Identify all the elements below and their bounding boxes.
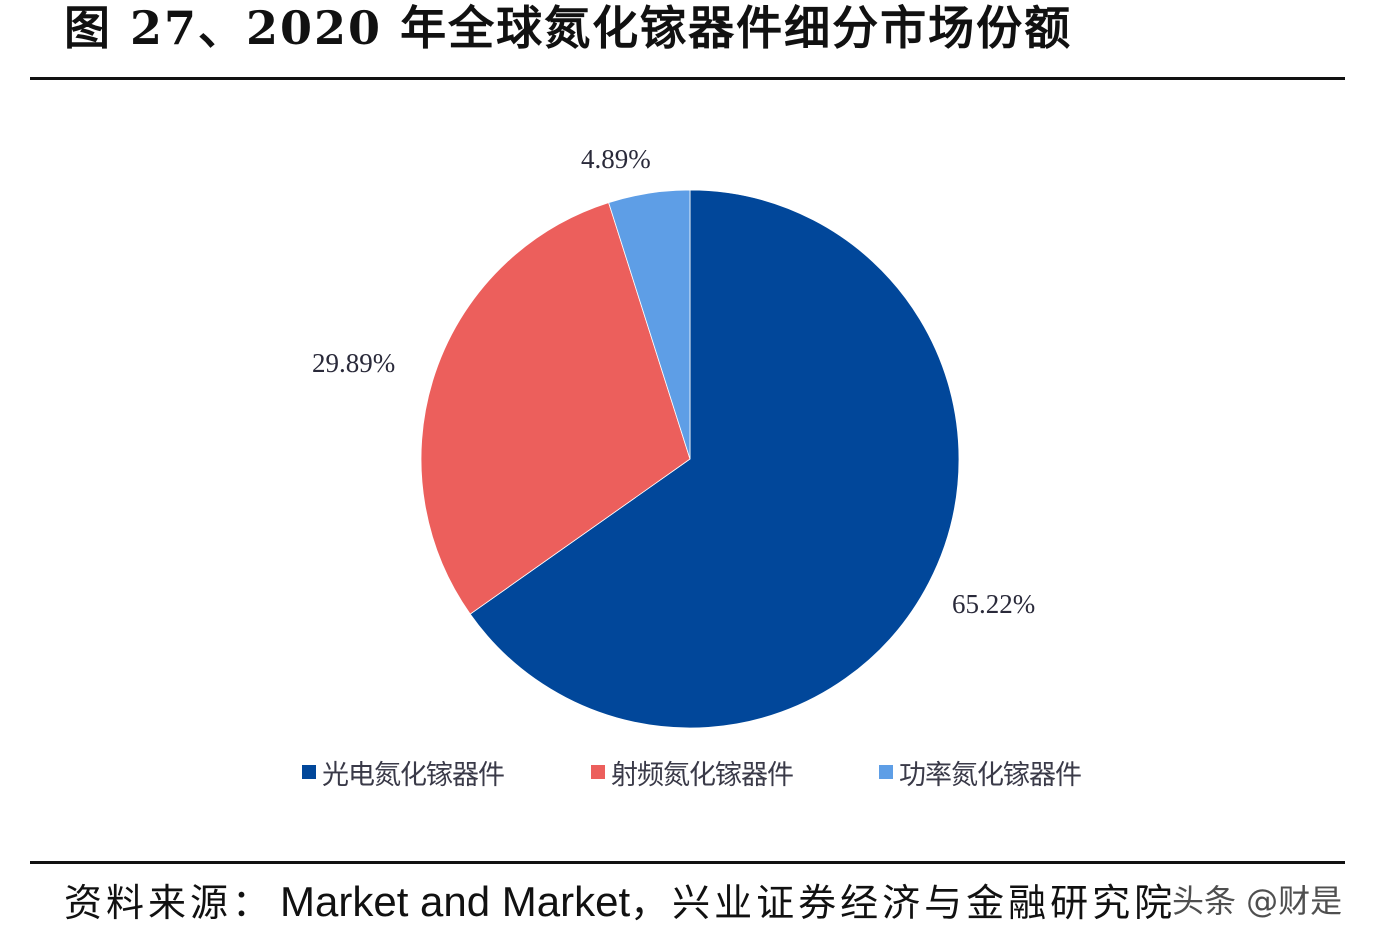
data-label-optoelectronic: 65.22% [952, 589, 1036, 619]
source-note: 资料来源： Market and Market，兴业证券经济与金融研究院 [64, 872, 1176, 932]
watermark: 头条 @财是 [1172, 882, 1343, 920]
pie-slice-optoelectronic [469, 189, 960, 729]
pie-slices [420, 189, 960, 729]
legend-item-power: 功率氮化镓器件 [879, 752, 1082, 792]
data-label-power: 4.89% [581, 144, 651, 174]
data-label-rf: 29.89% [312, 348, 396, 378]
source-prefix: 资料来源： [64, 881, 275, 925]
bottom-divider [30, 861, 1345, 864]
legend-label: 功率氮化镓器件 [899, 759, 1082, 791]
legend-swatch-icon [302, 765, 316, 779]
pie-slice-power [608, 189, 691, 460]
chart-legend: 光电氮化镓器件 射频氮化镓器件 功率氮化镓器件 [0, 752, 1394, 792]
legend-item-optoelectronic: 光电氮化镓器件 [302, 752, 505, 792]
legend-swatch-icon [879, 765, 893, 779]
legend-item-rf: 射频氮化镓器件 [591, 752, 794, 792]
source-chinese: ，兴业证券经济与金融研究院 [630, 881, 1177, 925]
legend-label: 射频氮化镓器件 [611, 759, 794, 791]
pie-slice-rf [420, 202, 691, 615]
legend-label: 光电氮化镓器件 [322, 759, 505, 791]
legend-swatch-icon [591, 765, 605, 779]
source-english: Market and Market [280, 878, 631, 925]
figure-title: 图 27、2020 年全球氮化镓器件细分市场份额 [64, 1, 1073, 55]
top-divider [30, 77, 1345, 80]
